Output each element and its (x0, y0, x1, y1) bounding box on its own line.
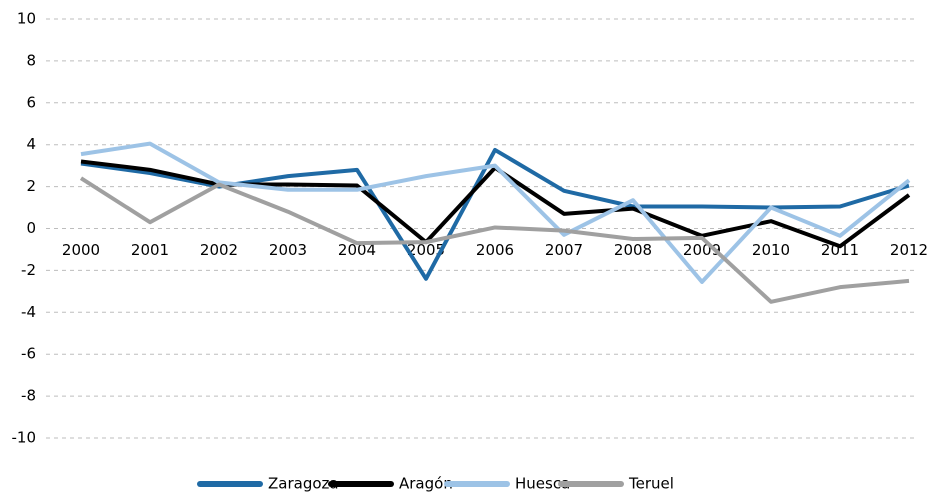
x-tick-label: 2008 (614, 241, 652, 259)
series-line (79, 176, 910, 304)
y-tick-label: 4 (26, 135, 36, 153)
x-tick-label: 2001 (131, 241, 169, 259)
legend-label: Aragón (399, 475, 453, 492)
x-tick-label: 2007 (545, 241, 583, 259)
y-tick-label: -6 (21, 345, 36, 363)
legend-label: Zaragoza (268, 475, 339, 492)
x-tick-label: 2011 (821, 241, 859, 259)
x-tick-label: 2005 (407, 241, 445, 259)
y-tick-label: -2 (21, 261, 36, 279)
x-tick-label: 2002 (200, 241, 238, 259)
y-tick-label: 10 (17, 10, 36, 28)
y-tick-label: 2 (26, 177, 36, 195)
series-line (80, 141, 911, 284)
y-tick-label: 6 (26, 93, 36, 111)
x-tick-label: 2006 (476, 241, 514, 259)
y-tick-label: -4 (21, 303, 36, 321)
x-tick-label: 2004 (338, 241, 376, 259)
legend-label: Huesca (515, 475, 570, 492)
x-tick-label: 2000 (62, 241, 100, 259)
y-tick-label: 0 (26, 219, 36, 237)
x-tick-label: 2012 (890, 241, 928, 259)
x-tick-label: 2003 (269, 241, 307, 259)
legend-label: Teruel (628, 475, 674, 492)
x-tick-label: 2010 (752, 241, 790, 259)
y-tick-label: 8 (26, 51, 36, 69)
y-tick-label: -10 (12, 429, 37, 447)
y-tick-label: -8 (21, 387, 36, 405)
